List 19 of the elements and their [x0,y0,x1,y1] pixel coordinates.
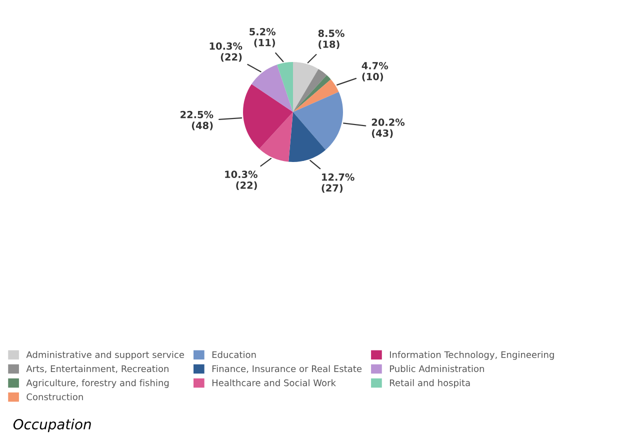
legend-label: Construction [26,393,83,400]
data-label: 10.3% (22) [225,170,258,190]
data-label: 8.5% (18) [318,30,344,50]
legend-label: Information Technology, Engineering [390,351,554,360]
text: Occupation [13,418,91,432]
data-label: 20.2% (43) [372,118,405,138]
legend-label: Education [212,351,256,358]
legend-label: Administrative and support service [26,351,184,360]
legend-label: Retail and hospita [390,379,470,388]
data-label: 12.7% (27) [322,173,354,193]
data-label: 4.7% (10) [362,62,388,82]
legend-label: Arts, Entertainment, Recreation [26,365,168,374]
legend-label: Healthcare and Social Work [212,379,336,386]
legend-label: Agriculture, forestry and fishing [26,379,169,388]
data-label: 22.5% (48) [180,110,214,130]
legend-label: Finance, Insurance or Real Estate [212,365,362,374]
data-label: 10.3% (22) [210,42,242,62]
legend-label: Public Administration [390,365,484,372]
data-label: 5.2% (11) [250,28,276,48]
